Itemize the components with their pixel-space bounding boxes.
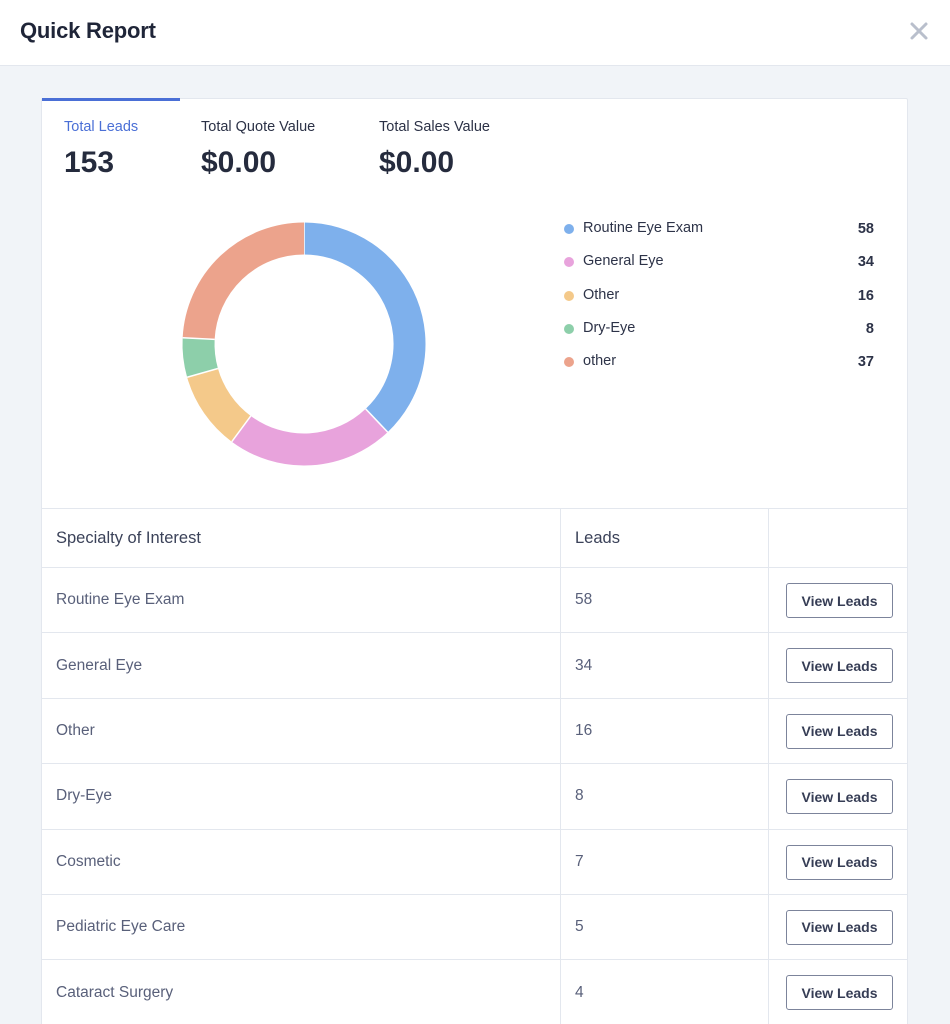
table-header-row: Specialty of Interest Leads bbox=[42, 508, 907, 567]
specialty-column-header: Specialty of Interest bbox=[56, 528, 201, 547]
chart-legend: Routine Eye Exam 58 General Eye 34 Other 16 Dr… bbox=[562, 217, 874, 383]
specialty-cell: Other bbox=[56, 721, 95, 739]
legend-dot-icon bbox=[564, 357, 574, 368]
view-leads-button[interactable]: View Leads bbox=[786, 909, 893, 945]
view-leads-button[interactable]: View Leads bbox=[786, 713, 893, 749]
legend-dot-icon bbox=[564, 224, 574, 234]
specialty-cell: Cosmetic bbox=[56, 852, 121, 870]
donut-slice-other bbox=[187, 367, 252, 442]
donut-slice-other bbox=[182, 222, 305, 340]
donut-slice-separator bbox=[365, 408, 389, 433]
legend-dot-icon bbox=[564, 290, 574, 301]
donut-slice-dry-eye bbox=[182, 337, 219, 378]
table-row: Cosmetic 7 View Leads bbox=[42, 828, 907, 894]
legend-value: 16 bbox=[857, 287, 874, 304]
legend-label: Routine Eye Exam bbox=[583, 220, 704, 236]
view-leads-button[interactable]: View Leads bbox=[786, 779, 893, 815]
view-leads-button[interactable]: View Leads bbox=[786, 648, 893, 684]
close-icon[interactable] bbox=[904, 16, 934, 46]
leads-cell: 16 bbox=[575, 721, 593, 739]
total-sales-value-amount: $0.00 bbox=[379, 146, 455, 179]
total-quote-value-amount: $0.00 bbox=[201, 146, 277, 179]
donut-slice-separator bbox=[186, 367, 219, 378]
legend-label: Other bbox=[583, 286, 620, 303]
leads-cell: 8 bbox=[575, 787, 584, 805]
specialty-cell: Routine Eye Exam bbox=[56, 591, 185, 609]
legend-value: 8 bbox=[865, 320, 874, 337]
legend-value: 37 bbox=[857, 354, 874, 371]
table-row: Routine Eye Exam 58 View Leads bbox=[42, 567, 907, 633]
legend-dot-icon bbox=[564, 257, 574, 268]
leads-cell: 34 bbox=[575, 656, 593, 674]
leads-column-header: Leads bbox=[575, 528, 620, 547]
view-leads-button[interactable]: View Leads bbox=[786, 844, 893, 880]
specialty-cell: General Eye bbox=[56, 656, 143, 674]
report-card: Total Leads 153 Total Quote Value $0.00 … bbox=[41, 98, 908, 1024]
specialty-cell: Dry-Eye bbox=[56, 787, 112, 805]
legend-item: Dry-Eye 8 bbox=[562, 317, 874, 350]
tab-total-quote-value[interactable]: Total Quote Value $0.00 bbox=[201, 119, 315, 180]
table-row: Cataract Surgery 4 View Leads bbox=[42, 959, 907, 1024]
legend-item: General Eye 34 bbox=[562, 250, 874, 283]
legend-item: other 37 bbox=[562, 350, 874, 383]
legend-dot-icon bbox=[564, 323, 574, 334]
table-row: Pediatric Eye Care 5 View Leads bbox=[42, 893, 907, 960]
donut-slice-separator bbox=[231, 415, 252, 443]
legend-value: 34 bbox=[857, 254, 874, 271]
table-row: Dry-Eye 8 View Leads bbox=[42, 763, 907, 829]
legend-value: 58 bbox=[857, 221, 874, 237]
leads-cell: 7 bbox=[575, 852, 584, 870]
table-row: Other 16 View Leads bbox=[42, 697, 907, 764]
leads-cell: 4 bbox=[575, 983, 584, 1001]
total-quote-value-label: Total Quote Value bbox=[201, 119, 316, 135]
specialty-cell: Cataract Surgery bbox=[56, 983, 174, 1001]
tab-total-sales-value[interactable]: Total Sales Value $0.00 bbox=[379, 119, 490, 180]
legend-item: Routine Eye Exam 58 bbox=[562, 217, 874, 250]
specialty-table: Specialty of Interest Leads Routine Eye … bbox=[42, 508, 907, 1024]
legend-label: other bbox=[583, 353, 617, 370]
tab-total-leads[interactable]: Total Leads 153 bbox=[64, 119, 138, 180]
leads-cell: 58 bbox=[575, 591, 593, 609]
legend-label: Dry-Eye bbox=[583, 319, 636, 336]
donut-slice-routine-eye-exam bbox=[303, 222, 426, 433]
donut-slice-general-eye bbox=[231, 408, 388, 466]
legend-label: General Eye bbox=[583, 253, 664, 270]
page-title: Quick Report bbox=[20, 18, 156, 43]
specialty-cell: Pediatric Eye Care bbox=[56, 918, 186, 936]
total-sales-value-label: Total Sales Value bbox=[379, 119, 490, 135]
active-tab-indicator bbox=[42, 98, 180, 101]
leads-donut-chart bbox=[182, 222, 426, 466]
leads-cell: 5 bbox=[575, 918, 584, 936]
table-row: General Eye 34 View Leads bbox=[42, 632, 907, 698]
view-leads-button[interactable]: View Leads bbox=[786, 975, 893, 1011]
view-leads-button[interactable]: View Leads bbox=[786, 583, 893, 618]
legend-item: Other 16 bbox=[562, 284, 874, 317]
modal-header: Quick Report bbox=[0, 0, 950, 66]
total-leads-value: 153 bbox=[64, 146, 115, 179]
donut-slice-separator bbox=[182, 337, 215, 341]
total-leads-label: Total Leads bbox=[64, 119, 139, 135]
